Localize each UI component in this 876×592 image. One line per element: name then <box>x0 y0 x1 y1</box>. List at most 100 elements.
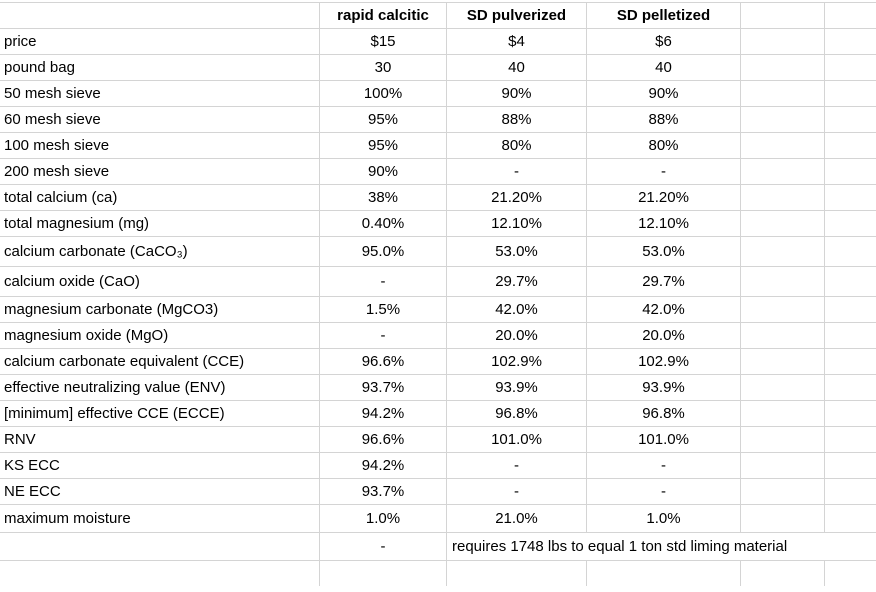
value-cell[interactable]: 53.0% <box>447 237 587 266</box>
empty-cell[interactable] <box>447 561 587 586</box>
row-label-cell[interactable]: [minimum] effective CCE (ECCE) <box>0 401 320 426</box>
value-cell[interactable]: 90% <box>587 81 741 106</box>
empty-cell[interactable] <box>741 349 825 374</box>
empty-cell[interactable] <box>741 133 825 158</box>
value-cell[interactable]: - <box>320 267 447 296</box>
value-cell[interactable]: 1.5% <box>320 297 447 322</box>
empty-cell[interactable] <box>741 505 825 532</box>
row-label-cell[interactable]: effective neutralizing value (ENV) <box>0 375 320 400</box>
value-cell[interactable]: 95% <box>320 133 447 158</box>
value-cell[interactable]: - <box>447 453 587 478</box>
empty-cell[interactable] <box>825 81 876 106</box>
row-label-cell[interactable]: maximum moisture <box>0 505 320 532</box>
empty-cell[interactable] <box>741 159 825 184</box>
column-header-sd-pelletized[interactable]: SD pelletized <box>587 3 741 28</box>
value-cell[interactable]: 93.9% <box>447 375 587 400</box>
empty-cell[interactable] <box>0 561 320 586</box>
row-label-cell[interactable]: 60 mesh sieve <box>0 107 320 132</box>
value-cell[interactable]: 42.0% <box>587 297 741 322</box>
empty-cell[interactable] <box>741 297 825 322</box>
empty-cell[interactable] <box>825 349 876 374</box>
footer-note-cell[interactable]: requires 1748 lbs to equal 1 ton std lim… <box>452 538 788 555</box>
value-cell[interactable]: 88% <box>587 107 741 132</box>
value-cell[interactable]: 29.7% <box>587 267 741 296</box>
value-cell[interactable]: 21.20% <box>447 185 587 210</box>
value-cell[interactable]: 40 <box>587 55 741 80</box>
empty-cell[interactable] <box>825 237 876 266</box>
value-cell[interactable]: 38% <box>320 185 447 210</box>
value-cell[interactable]: - <box>587 479 741 504</box>
row-label-cell[interactable]: 100 mesh sieve <box>0 133 320 158</box>
row-label-cell[interactable]: RNV <box>0 427 320 452</box>
value-cell[interactable]: 93.7% <box>320 375 447 400</box>
empty-cell[interactable] <box>825 29 876 54</box>
empty-cell[interactable] <box>825 211 876 236</box>
value-cell[interactable]: 29.7% <box>447 267 587 296</box>
empty-cell[interactable] <box>825 185 876 210</box>
value-cell[interactable]: 94.2% <box>320 453 447 478</box>
empty-cell[interactable] <box>741 375 825 400</box>
row-label-cell[interactable]: 200 mesh sieve <box>0 159 320 184</box>
value-cell[interactable]: 95.0% <box>320 237 447 266</box>
value-cell[interactable]: 12.10% <box>587 211 741 236</box>
value-cell[interactable]: 30 <box>320 55 447 80</box>
empty-cell[interactable] <box>741 29 825 54</box>
empty-cell[interactable] <box>825 375 876 400</box>
value-cell[interactable]: 90% <box>447 81 587 106</box>
value-cell[interactable]: 21.0% <box>447 505 587 532</box>
value-cell[interactable]: 90% <box>320 159 447 184</box>
value-cell[interactable]: 20.0% <box>447 323 587 348</box>
value-cell[interactable]: 96.8% <box>447 401 587 426</box>
value-cell[interactable]: 95% <box>320 107 447 132</box>
empty-cell[interactable] <box>825 267 876 296</box>
value-cell[interactable]: 94.2% <box>320 401 447 426</box>
row-label-cell[interactable]: calcium carbonate equivalent (CCE) <box>0 349 320 374</box>
empty-cell[interactable] <box>741 561 825 586</box>
value-cell[interactable]: 96.8% <box>587 401 741 426</box>
value-cell[interactable]: - <box>447 159 587 184</box>
row-label-cell[interactable]: price <box>0 29 320 54</box>
row-label-cell[interactable]: total calcium (ca) <box>0 185 320 210</box>
column-header-rapid-calcitic[interactable]: rapid calcitic <box>320 3 447 28</box>
value-cell[interactable]: 21.20% <box>587 185 741 210</box>
empty-cell[interactable] <box>825 133 876 158</box>
row-label-cell[interactable]: magnesium oxide (MgO) <box>0 323 320 348</box>
value-cell[interactable]: - <box>320 533 447 560</box>
value-cell[interactable]: - <box>447 479 587 504</box>
value-cell[interactable]: 101.0% <box>447 427 587 452</box>
empty-cell[interactable] <box>825 159 876 184</box>
value-cell[interactable]: 0.40% <box>320 211 447 236</box>
empty-cell[interactable] <box>741 323 825 348</box>
row-label-cell[interactable]: KS ECC <box>0 453 320 478</box>
row-label-cell[interactable]: 50 mesh sieve <box>0 81 320 106</box>
empty-cell[interactable] <box>741 55 825 80</box>
value-cell[interactable]: - <box>587 159 741 184</box>
value-cell[interactable]: 88% <box>447 107 587 132</box>
row-label-cell[interactable]: pound bag <box>0 55 320 80</box>
value-cell[interactable]: - <box>320 323 447 348</box>
value-cell[interactable]: 42.0% <box>447 297 587 322</box>
empty-cell[interactable] <box>825 107 876 132</box>
value-cell[interactable]: 40 <box>447 55 587 80</box>
value-cell[interactable]: $6 <box>587 29 741 54</box>
corner-cell[interactable] <box>0 3 320 28</box>
empty-cell[interactable] <box>825 479 876 504</box>
value-cell[interactable]: 100% <box>320 81 447 106</box>
empty-cell[interactable] <box>825 55 876 80</box>
value-cell[interactable]: 96.6% <box>320 427 447 452</box>
empty-cell[interactable] <box>825 3 876 28</box>
value-cell[interactable]: 12.10% <box>447 211 587 236</box>
value-cell[interactable]: 53.0% <box>587 237 741 266</box>
row-label-cell[interactable] <box>0 533 320 560</box>
value-cell[interactable]: 96.6% <box>320 349 447 374</box>
row-label-cell[interactable]: calcium oxide (CaO) <box>0 267 320 296</box>
value-cell[interactable]: - <box>587 453 741 478</box>
empty-cell[interactable] <box>825 561 876 586</box>
empty-cell[interactable] <box>825 401 876 426</box>
empty-cell[interactable] <box>741 81 825 106</box>
value-cell[interactable]: 80% <box>447 133 587 158</box>
value-cell[interactable]: 1.0% <box>587 505 741 532</box>
empty-cell[interactable] <box>825 297 876 322</box>
empty-cell[interactable] <box>825 533 876 560</box>
empty-cell[interactable] <box>825 505 876 532</box>
